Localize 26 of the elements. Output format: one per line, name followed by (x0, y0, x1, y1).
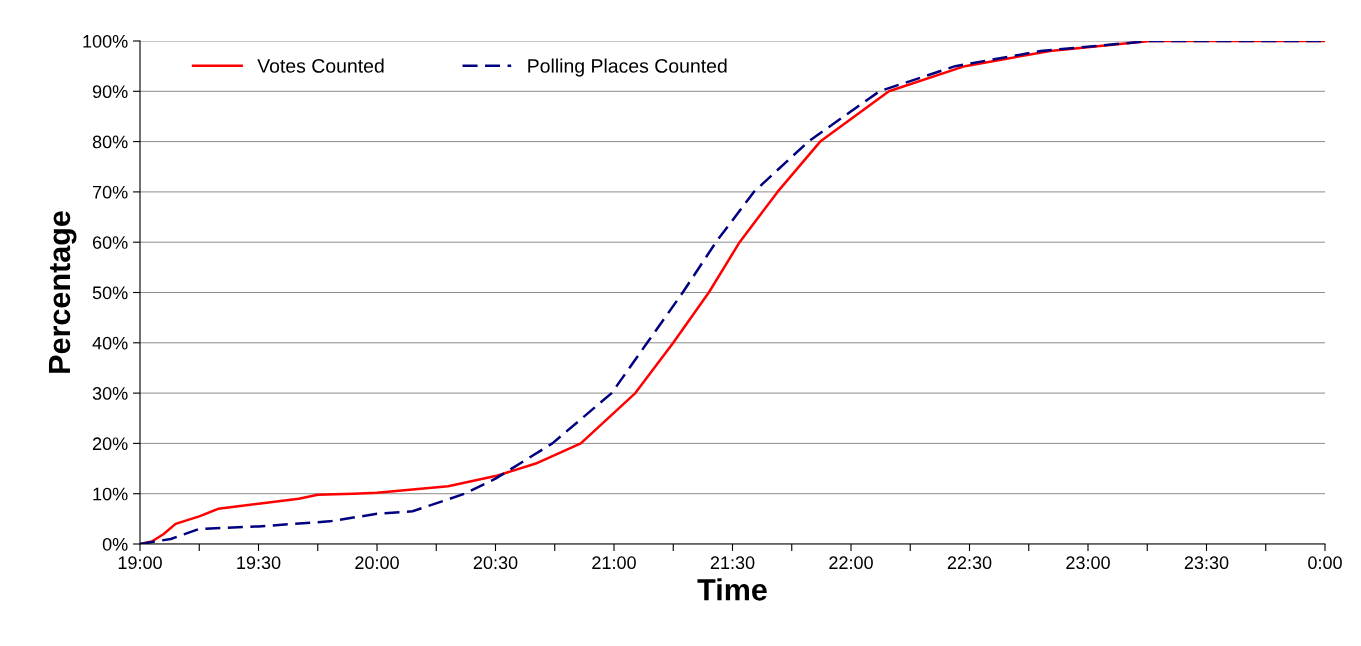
y-tick-label: 80% (92, 135, 128, 149)
x-tick-label: 0:00 (1308, 556, 1342, 570)
y-tick-label: 100% (83, 34, 128, 48)
x-tick-label: 22:00 (829, 556, 873, 570)
x-tick-label: 23:00 (1066, 556, 1110, 570)
x-tick-label: 21:00 (592, 556, 636, 570)
y-tick-label: 70% (92, 185, 128, 199)
x-tick-label: 19:30 (237, 556, 281, 570)
y-tick-label: 0% (102, 537, 128, 551)
x-tick-label: 19:00 (118, 556, 162, 570)
y-axis-title: Percentage (48, 211, 77, 373)
y-tick-label: 30% (92, 387, 128, 400)
y-tick-label: 20% (92, 437, 128, 451)
y-tick-label: 90% (92, 85, 128, 99)
legend-label: Polling Places Counted (528, 58, 727, 77)
legend-label: Votes Counted (257, 58, 384, 73)
x-tick-label: 23:30 (1184, 556, 1229, 570)
x-axis-title: Time (697, 578, 767, 601)
y-tick-label: 60% (92, 236, 128, 249)
x-tick-label: 22:30 (947, 556, 992, 570)
y-tick-label: 50% (92, 286, 128, 300)
x-tick-label: 20:30 (473, 556, 518, 570)
x-tick-label: 21:30 (710, 556, 755, 570)
y-tick-label: 40% (92, 336, 128, 350)
x-tick-label: 20:00 (355, 556, 399, 570)
y-tick-label: 10% (93, 487, 128, 501)
